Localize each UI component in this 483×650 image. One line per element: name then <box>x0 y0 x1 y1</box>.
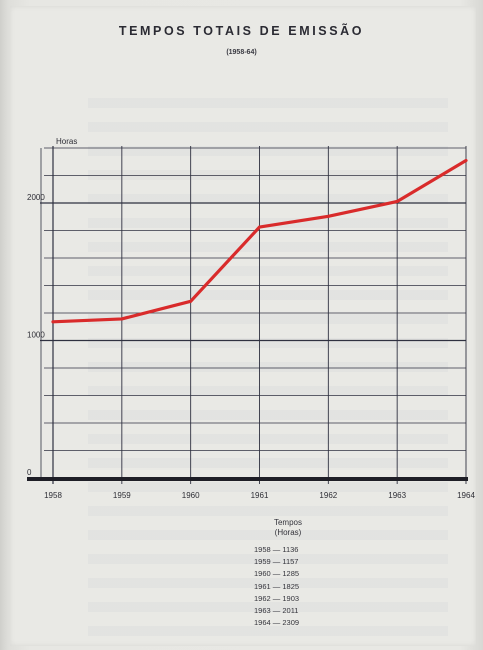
x-tick-label: 1958 <box>44 491 62 500</box>
data-point-1962 <box>326 214 330 218</box>
table-row: 1960 — 1285 <box>254 569 300 579</box>
values-table: Tempos (Horas) 1958 — 1136 1959 — 1157 196… <box>240 518 360 629</box>
x-tick-label: 1959 <box>113 491 131 500</box>
printed-page <box>10 6 476 646</box>
y-tick-label: 2000 <box>27 193 45 202</box>
table-rows: 1958 — 1136 1959 — 1157 1960 — 1285 1961 — … <box>254 544 360 629</box>
y-tick-label: 0 <box>27 468 32 477</box>
data-point-1961 <box>258 225 261 229</box>
data-point-1963 <box>395 200 399 203</box>
y-axis-label: Horas <box>56 137 77 146</box>
x-tick-label: 1961 <box>251 491 269 500</box>
table-row: 1959 — 1157 <box>254 557 299 567</box>
data-point-1958 <box>51 320 55 324</box>
x-tick-label: 1963 <box>388 491 406 500</box>
data-point-1960 <box>189 299 193 303</box>
table-row: 1961 — 1825 <box>254 581 300 591</box>
table-row: 1958 — 1136 <box>254 545 299 554</box>
table-row: 1962 — 1903 <box>254 593 300 603</box>
y-tick-label: 1000 <box>27 331 45 340</box>
table-header: Tempos (Horas) <box>250 518 326 538</box>
series-layer <box>51 158 468 324</box>
chart-subtitle: (1958-64) <box>226 49 257 56</box>
x-tick-label: 1964 <box>457 491 475 500</box>
table-row: 1963 — 2011 <box>254 606 299 616</box>
tick-labels: 1958 1959 1960 1961 1962 1963 1964 0 1000 2000 Hor… <box>27 137 475 500</box>
table-row: 1964 — 2309 <box>254 618 300 628</box>
axes <box>27 148 468 481</box>
table-header-title: Tempos <box>273 518 302 527</box>
x-tick-label: 1960 <box>182 491 200 500</box>
data-point-1959 <box>120 317 124 321</box>
grid-lines <box>40 146 467 484</box>
x-tick-label: 1962 <box>319 491 337 500</box>
data-point-1964 <box>464 159 468 162</box>
chart-title: TEMPOS TOTAIS DE EMISSÃO <box>118 24 365 38</box>
table-header-unit: (Horas) <box>274 528 302 537</box>
